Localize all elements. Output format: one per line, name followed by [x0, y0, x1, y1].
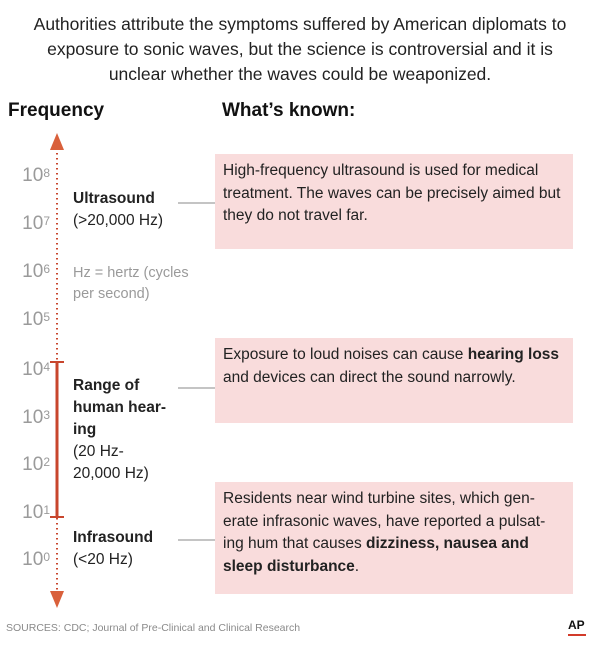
- tick-10-7: 107: [22, 213, 50, 234]
- ultrasound-label: Ultrasound (>20,000 Hz): [73, 188, 183, 232]
- frequency-header: Frequency: [8, 100, 105, 121]
- hearing-fact-before: Exposure to loud noises can cause: [223, 346, 468, 363]
- infrasound-label: Infrasound (<20 Hz): [73, 527, 183, 571]
- hearing-name: Range of human hear-ing: [73, 377, 167, 438]
- ultrasound-name: Ultrasound: [73, 190, 155, 207]
- tick-10-0: 100: [22, 549, 50, 570]
- infrasound-range: (<20 Hz): [73, 551, 133, 568]
- infrasound-fact-after: .: [354, 557, 360, 575]
- ap-logo-bar: [568, 634, 586, 636]
- ultrasound-fact-box: High-frequency ultrasound is used for me…: [215, 154, 573, 249]
- axis-down-arrow: [50, 591, 64, 608]
- tick-10-5: 105: [22, 309, 50, 330]
- hearing-range: (20 Hz-20,000 Hz): [73, 443, 149, 482]
- ap-logo: AP: [568, 618, 585, 632]
- tick-10-6: 106: [22, 261, 50, 282]
- sources-credit: SOURCES: CDC; Journal of Pre-Clinical an…: [6, 622, 301, 634]
- hearing-fact-after: and devices can direct the sound narrowl…: [223, 368, 516, 386]
- whats-known-header: What’s known:: [222, 100, 356, 121]
- hertz-note: Hz = hertz (cycles per second): [73, 265, 189, 302]
- hearing-fact-box: Exposure to loud noises can cause hearin…: [215, 338, 573, 423]
- hearing-fact-bold: hearing loss: [467, 346, 560, 363]
- axis-up-arrow: [50, 133, 64, 150]
- ultrasound-fact-text: High-frequency ultrasound is used for me…: [223, 162, 561, 224]
- infrasound-fact-bold: dizziness, nausea and sleep disturbance: [223, 535, 529, 575]
- tick-10-4: 104: [22, 359, 50, 380]
- hearing-label: Range of human hear-ing (20 Hz-20,000 Hz…: [73, 375, 168, 485]
- ultrasound-range: (>20,000 Hz): [73, 212, 164, 229]
- tick-10-8: 108: [22, 165, 50, 186]
- tick-10-3: 103: [22, 407, 50, 428]
- tick-10-2: 102: [22, 454, 50, 475]
- tick-10-1: 101: [22, 502, 50, 523]
- infrasound-fact-box: Residents near wind turbine sites, which…: [215, 482, 573, 594]
- infrasound-name: Infrasound: [73, 529, 154, 546]
- intro-text: Authorities attribute the symptoms suffe…: [33, 14, 567, 84]
- infrasound-fact-before: Residents near wind turbine sites, which…: [223, 490, 546, 552]
